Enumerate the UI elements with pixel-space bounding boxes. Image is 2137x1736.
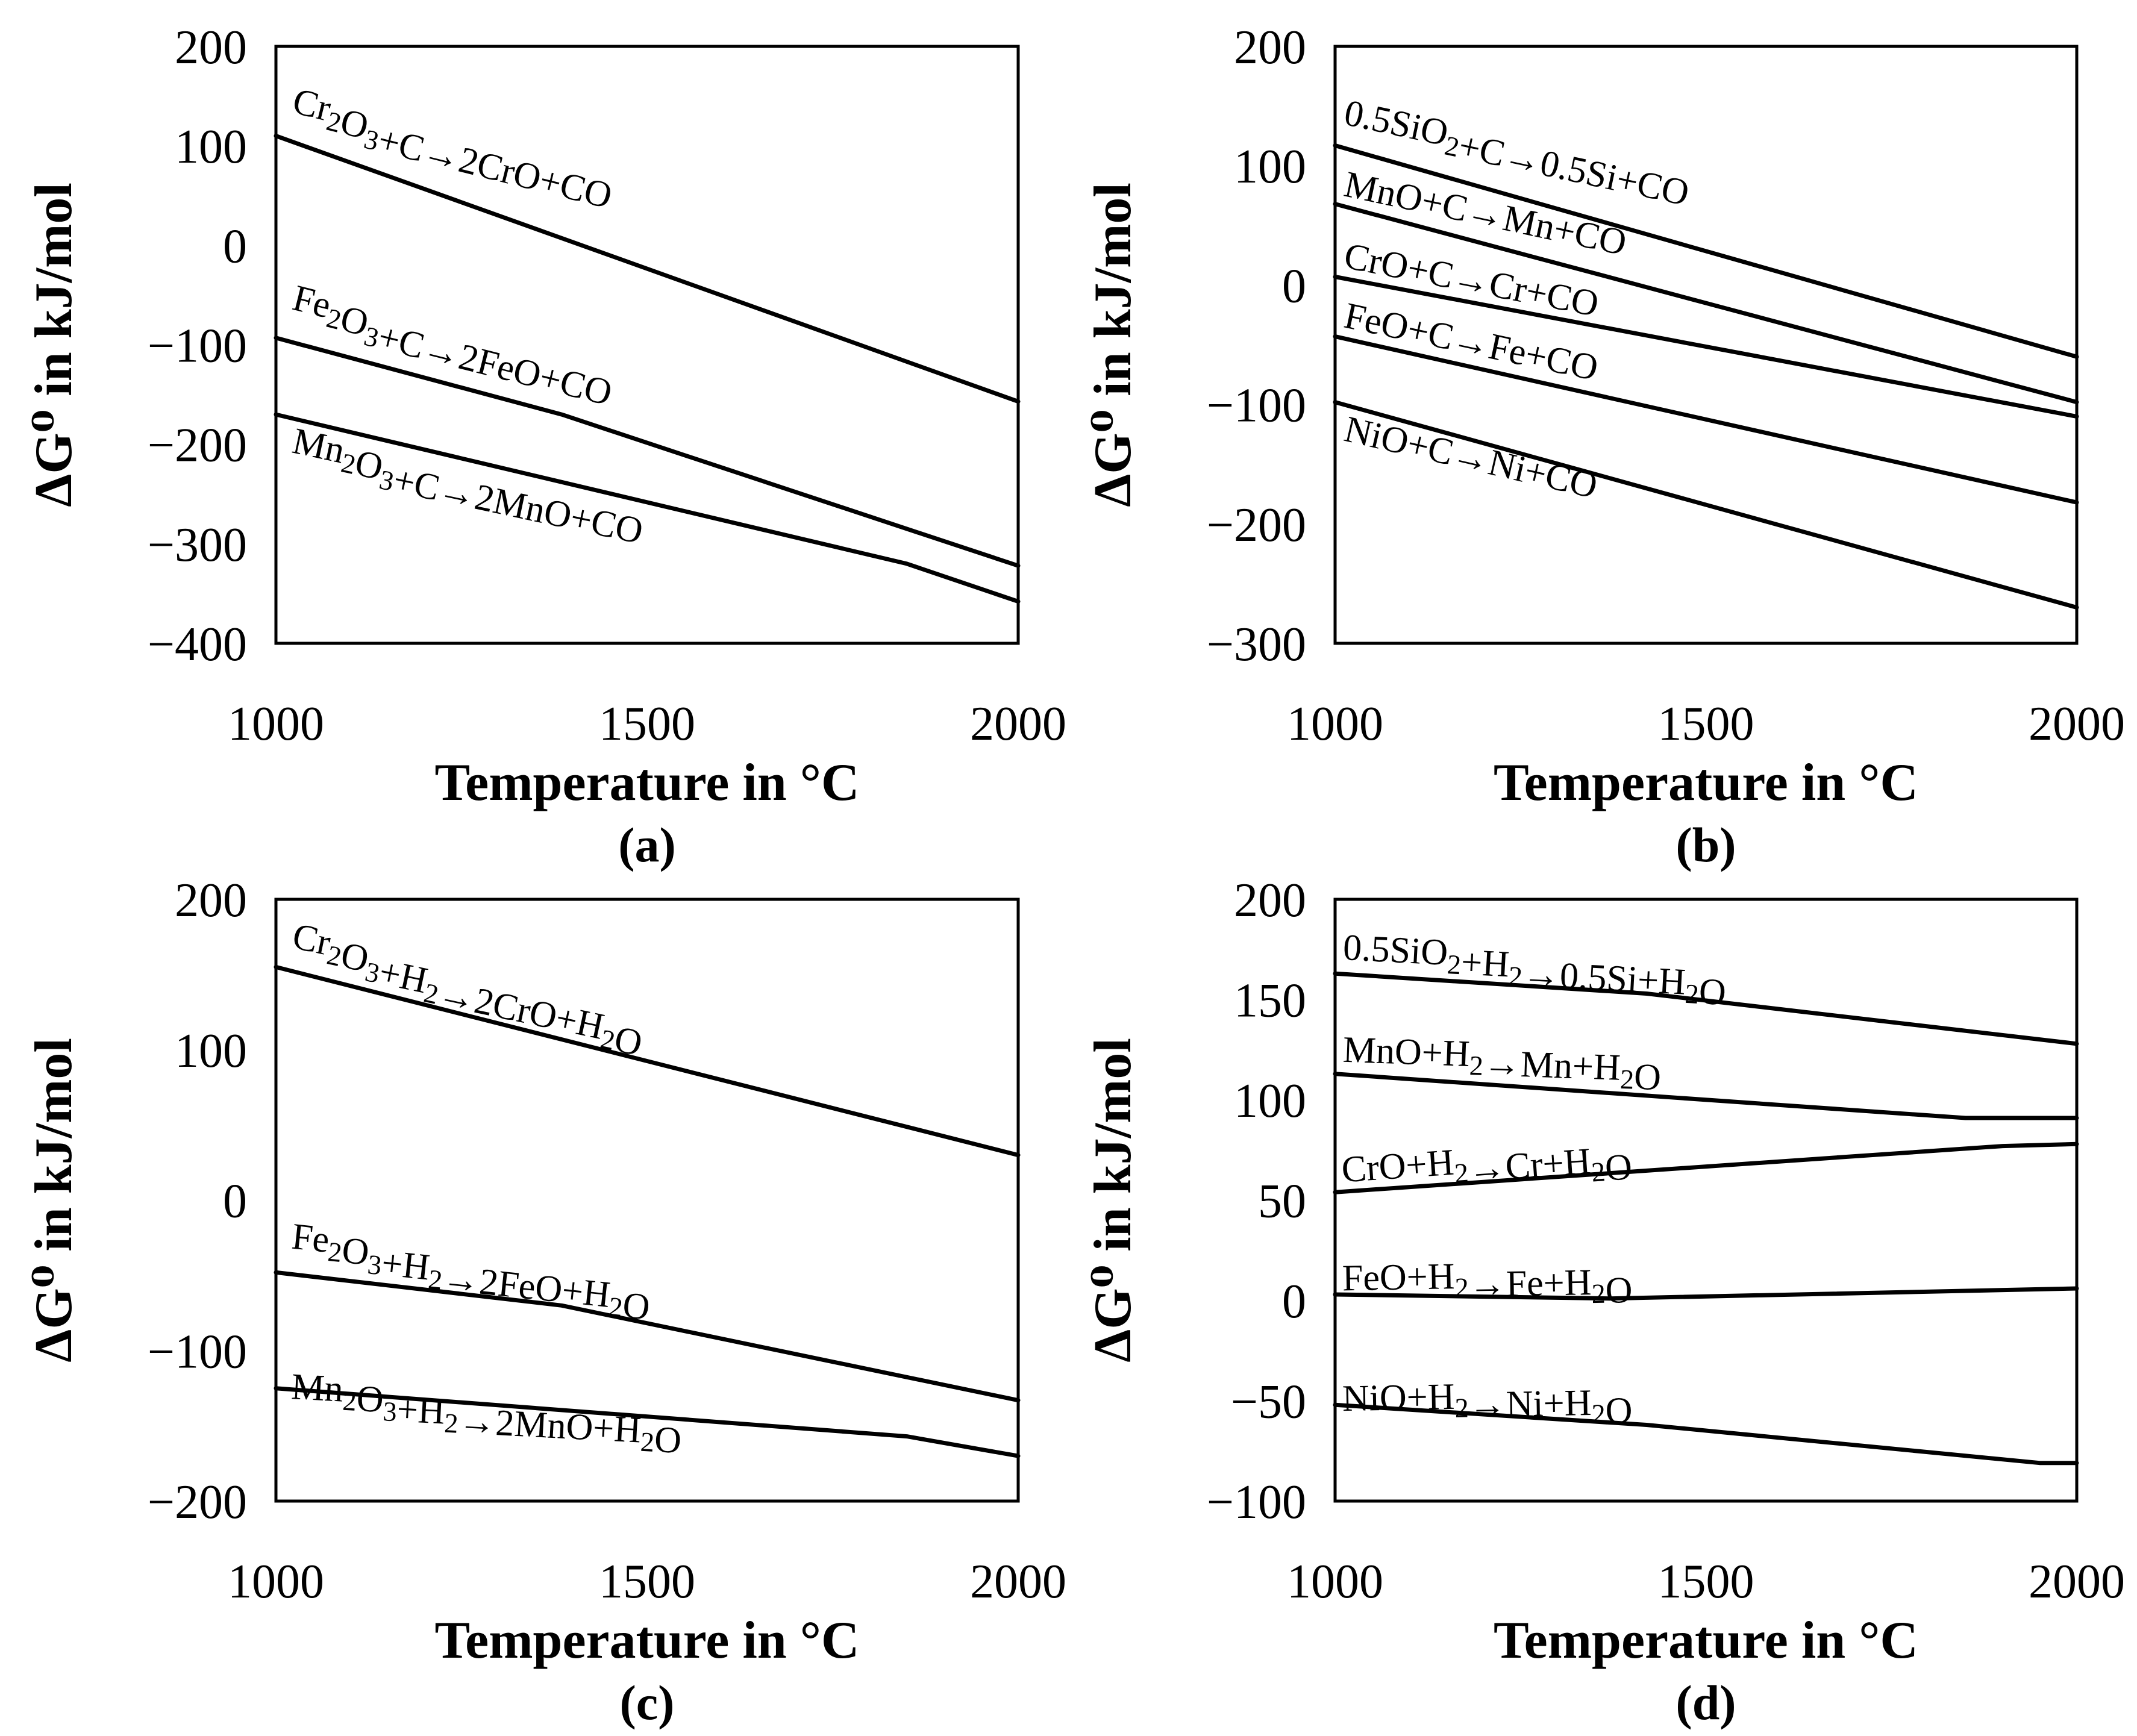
- x-tick-label: 2000: [970, 1555, 1066, 1608]
- y-tick-label: −400: [148, 618, 247, 671]
- y-tick-label: −100: [1207, 1476, 1306, 1529]
- x-tick-label: 1000: [228, 1555, 324, 1608]
- y-tick-label: 50: [1258, 1175, 1306, 1228]
- x-tick-label: 1500: [1658, 1555, 1754, 1608]
- series-label-1: Cr2O3+H2→2CrO+H2O: [282, 916, 652, 1064]
- series-label-3: CrO+H2→Cr+H2O: [1341, 1129, 1634, 1207]
- y-tick-label: −100: [148, 1325, 247, 1378]
- series-line-3: [274, 412, 1021, 604]
- plot-frame: [274, 45, 1020, 645]
- x-tick-label: 1000: [1287, 1555, 1383, 1608]
- series-line-5: [1333, 400, 2079, 610]
- x-tick-label: 1500: [1658, 698, 1754, 751]
- series-line-4: [1333, 1286, 2079, 1301]
- series-label-5: NiO+H2→Ni+H2O: [1342, 1373, 1633, 1436]
- series-line-2: [1333, 202, 2079, 405]
- y-tick-label: −100: [1207, 379, 1306, 432]
- panel-label: (a): [618, 817, 676, 872]
- series-label-1: 0.5SiO2+H2→0.5Si+H2O: [1341, 927, 1728, 1013]
- y-tick-label: 100: [175, 120, 247, 173]
- series-line-3: [274, 1386, 1021, 1458]
- x-tick-label: 2000: [2029, 1555, 2125, 1608]
- y-tick-label: 200: [1234, 874, 1306, 927]
- x-tick-label: 2000: [970, 698, 1066, 751]
- y-tick-label: −200: [148, 1476, 247, 1529]
- y-axis-title: ΔG⁰ in kJ/mol: [25, 1038, 83, 1363]
- plot-frame: [274, 898, 1020, 1503]
- series-line-3: [1333, 275, 2079, 419]
- series-line-4: [1333, 334, 2079, 505]
- x-axis-title: Temperature in °C: [435, 754, 860, 812]
- panel-label: (d): [1675, 1675, 1736, 1730]
- series-line-2: [274, 336, 1021, 568]
- panel-label: (b): [1675, 817, 1736, 872]
- series-label-5: NiO+C→Ni+CO: [1341, 408, 1601, 507]
- y-tick-label: −300: [1207, 618, 1306, 671]
- plot-frame: [1333, 898, 2079, 1503]
- y-tick-label: 200: [175, 21, 247, 74]
- y-tick-label: 0: [223, 1175, 247, 1228]
- series-label-3: Mn2O3+C→2MnO+CO: [286, 420, 650, 552]
- series-line-5: [1333, 1402, 2079, 1466]
- x-tick-label: 2000: [2029, 698, 2125, 751]
- x-axis-title: Temperature in °C: [1494, 1611, 1918, 1670]
- series-label-4: FeO+H2→Fe+H2O: [1342, 1253, 1633, 1316]
- series-line-1: [1333, 971, 2079, 1046]
- y-axis-title: ΔG⁰ in kJ/mol: [25, 183, 83, 507]
- series-label-1: Cr2O3+C→2CrO+CO: [284, 81, 620, 217]
- y-tick-label: −100: [148, 320, 247, 373]
- x-tick-label: 1500: [599, 1555, 695, 1608]
- series-label-2: Fe2O3+C→2FeO+CO: [284, 278, 620, 414]
- series-line-1: [1333, 143, 2079, 359]
- y-tick-label: −200: [1207, 499, 1306, 552]
- series-label-2: MnO+H2→Mn+H2O: [1342, 1029, 1662, 1098]
- plot-frame: [1333, 45, 2079, 645]
- y-axis-title: ΔG⁰ in kJ/mol: [1084, 1038, 1142, 1363]
- series-line-1: [274, 964, 1021, 1158]
- y-tick-label: 200: [175, 874, 247, 927]
- series-line-1: [274, 134, 1021, 404]
- series-label-2: Fe2O3+H2→2FeO+H2O: [286, 1216, 655, 1328]
- y-tick-label: 100: [1234, 140, 1306, 193]
- x-axis-title: Temperature in °C: [1494, 754, 1918, 812]
- y-tick-label: 0: [1282, 1275, 1306, 1328]
- y-tick-label: 100: [175, 1025, 247, 1078]
- y-tick-label: −300: [148, 519, 247, 572]
- y-tick-label: 0: [223, 220, 247, 273]
- series-line-3: [1333, 1141, 2079, 1194]
- y-tick-label: 100: [1234, 1075, 1306, 1128]
- x-tick-label: 1000: [1287, 698, 1383, 751]
- series-line-2: [1333, 1072, 2079, 1120]
- x-tick-label: 1500: [599, 698, 695, 751]
- x-tick-label: 1000: [228, 698, 324, 751]
- y-tick-label: −50: [1231, 1376, 1306, 1429]
- panel-d: 200 150 100 50 0 −50 −100 1000 1500 2000 Temperatu…: [1084, 874, 2125, 1730]
- x-axis-title: Temperature in °C: [435, 1611, 860, 1670]
- series-label-3: Mn2O3+H2→2MnO+H2O: [289, 1366, 684, 1461]
- y-tick-label: 0: [1282, 260, 1306, 313]
- series-line-2: [274, 1270, 1021, 1403]
- y-tick-label: 200: [1234, 21, 1306, 74]
- y-axis-title: ΔG⁰ in kJ/mol: [1084, 183, 1142, 507]
- panel-label: (c): [619, 1675, 674, 1730]
- y-tick-label: −200: [148, 419, 247, 472]
- y-tick-label: 150: [1234, 975, 1306, 1028]
